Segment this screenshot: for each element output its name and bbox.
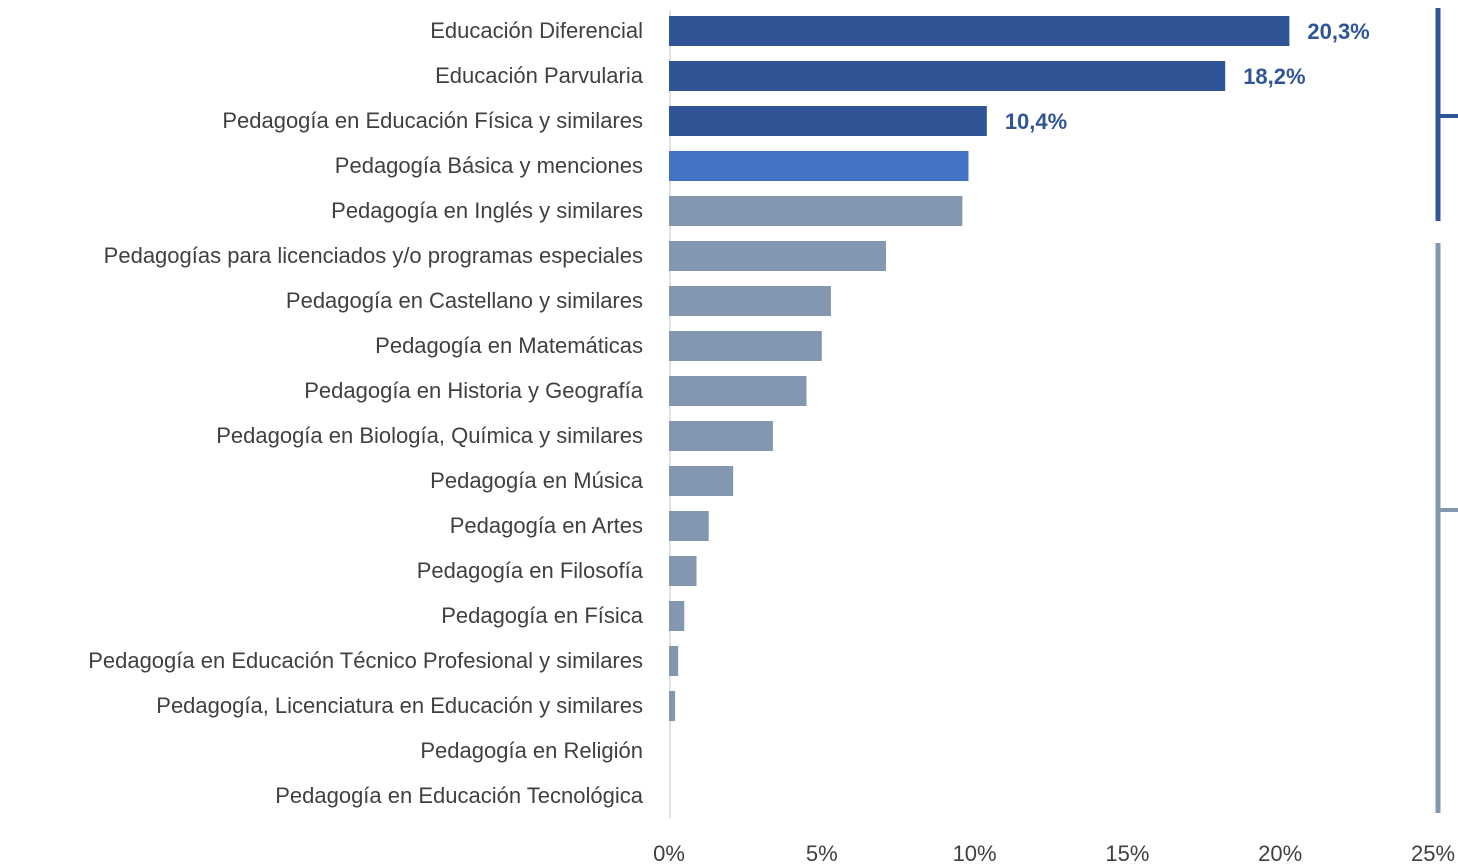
y-tick-label: Pedagogía en Religión xyxy=(420,738,643,763)
bar xyxy=(669,376,807,406)
y-tick-label: Pedagogía en Castellano y similares xyxy=(286,288,643,313)
y-tick-label: Pedagogía en Educación Técnico Profesion… xyxy=(88,648,643,673)
y-tick-label: Pedagogía en Biología, Química y similar… xyxy=(216,423,643,448)
y-tick-label: Pedagogías para licenciados y/o programa… xyxy=(104,243,643,268)
bar xyxy=(669,16,1290,46)
y-tick-label: Pedagogía en Educación Física y similare… xyxy=(222,108,643,133)
y-tick-label: Pedagogía en Matemáticas xyxy=(375,333,643,358)
bar xyxy=(669,241,886,271)
x-tick-label: 5% xyxy=(806,841,838,864)
y-tick-label: Pedagogía en Música xyxy=(430,468,644,493)
y-tick-label: Educación Diferencial xyxy=(430,18,643,43)
bar xyxy=(669,286,831,316)
y-tick-label: Educación Parvularia xyxy=(435,63,644,88)
y-tick-label: Pedagogía Básica y menciones xyxy=(335,153,643,178)
bar xyxy=(669,646,679,676)
bar xyxy=(669,556,697,586)
x-tick-label: 25% xyxy=(1411,841,1455,864)
bar xyxy=(669,106,987,136)
bracket-top xyxy=(1435,8,1458,221)
x-tick-label: 15% xyxy=(1105,841,1149,864)
bar xyxy=(669,421,773,451)
y-tick-label: Pedagogía en Artes xyxy=(450,513,643,538)
bar xyxy=(669,331,822,361)
bracket-bottom xyxy=(1435,243,1458,813)
bar xyxy=(669,61,1226,91)
value-label: 18,2% xyxy=(1243,64,1305,89)
y-tick-label: Pedagogía en Inglés y similares xyxy=(331,198,643,223)
x-tick-label: 10% xyxy=(953,841,997,864)
value-label: 10,4% xyxy=(1005,109,1067,134)
value-label: 20,3% xyxy=(1307,19,1369,44)
y-tick-label: Pedagogía, Licenciatura en Educación y s… xyxy=(156,693,643,718)
bar xyxy=(669,601,685,631)
bar xyxy=(669,151,969,181)
x-tick-label: 20% xyxy=(1258,841,1302,864)
y-tick-label: Pedagogía en Educación Tecnológica xyxy=(275,783,644,808)
bar xyxy=(669,466,734,496)
x-tick-label: 0% xyxy=(653,841,685,864)
y-tick-label: Pedagogía en Física xyxy=(441,603,644,628)
bar xyxy=(669,691,676,721)
bar xyxy=(669,511,709,541)
bar xyxy=(669,196,963,226)
y-tick-label: Pedagogía en Filosofía xyxy=(417,558,644,583)
y-tick-label: Pedagogía en Historia y Geografía xyxy=(304,378,644,403)
